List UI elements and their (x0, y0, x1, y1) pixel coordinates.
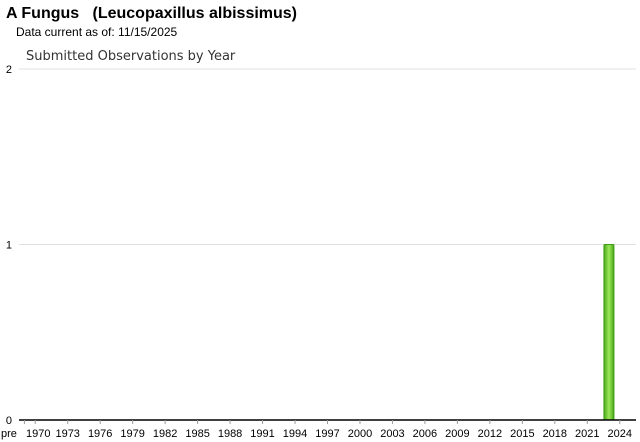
x-tick-label: 2024 (608, 428, 632, 440)
x-tick-label: 1976 (88, 428, 112, 440)
x-tick-label: 1988 (218, 428, 242, 440)
x-tick-label: 2003 (380, 428, 404, 440)
x-tick-label: pre (1, 428, 17, 440)
x-tick-label: 1997 (315, 428, 339, 440)
x-tick-label: 1973 (55, 428, 79, 440)
y-tick-label: 1 (6, 240, 12, 252)
x-tick-label: 2021 (575, 428, 599, 440)
y-tick-label: 2 (6, 64, 12, 76)
x-tick-label: 1991 (250, 428, 274, 440)
x-tick-label: 1970 (26, 428, 50, 440)
x-tick-label: 2006 (413, 428, 437, 440)
x-tick-label: 2000 (348, 428, 372, 440)
x-tick-label: 2012 (478, 428, 502, 440)
x-tick-label: 2018 (543, 428, 567, 440)
x-tick-label: 1994 (283, 428, 307, 440)
y-tick-label: 0 (6, 415, 12, 427)
chart-title: Submitted Observations by Year (26, 49, 236, 64)
x-tick-label: 1985 (185, 428, 209, 440)
x-tick-label: 2009 (445, 428, 469, 440)
data-as-of: Data current as of: 11/15/2025 (16, 25, 178, 39)
x-tick-label: 1979 (120, 428, 144, 440)
x-tick-label: 1982 (153, 428, 177, 440)
page-title: A Fungus (Leucopaxillus albissimus) (6, 5, 298, 22)
x-tick-label: 2015 (510, 428, 534, 440)
bar-2023 (603, 244, 615, 421)
